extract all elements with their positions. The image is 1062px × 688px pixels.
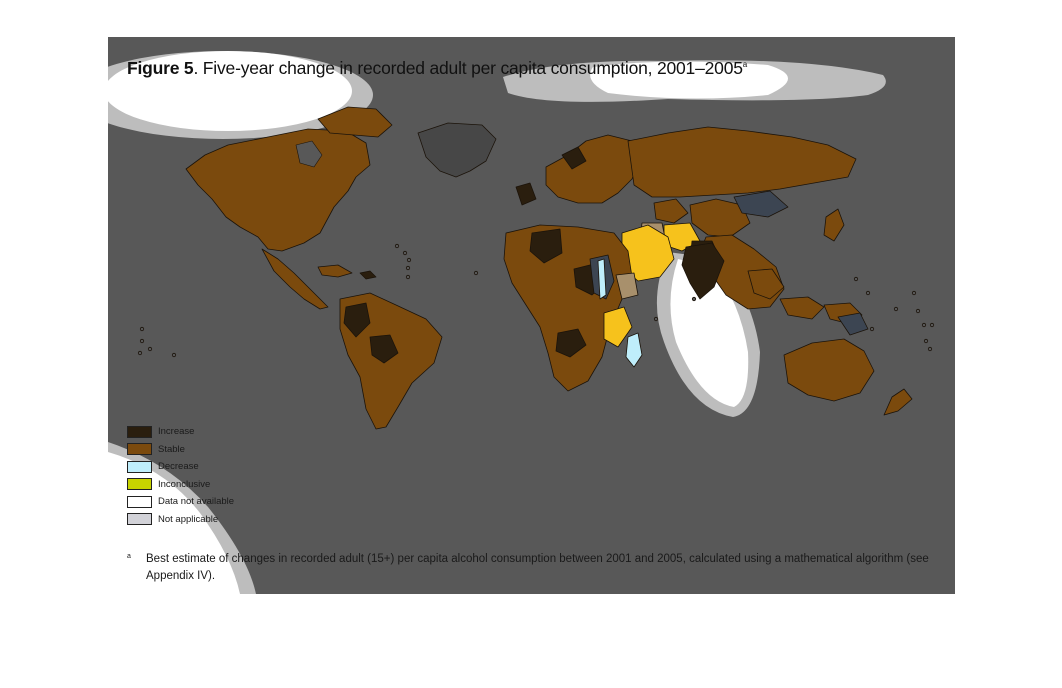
legend-label-decrease: Decrease [158, 461, 199, 473]
figure-panel: Figure 5. Five-year change in recorded a… [108, 37, 955, 594]
country-africa [503, 224, 633, 392]
legend-swatch-not-applicable [127, 513, 152, 526]
world-map [108, 51, 935, 594]
legend-item-decrease: Decrease [127, 458, 234, 476]
greenland [417, 122, 497, 178]
country-australia [783, 338, 875, 402]
legend-item-inconclusive: Inconclusive [127, 476, 234, 494]
legend-label-data-not-available: Data not available [158, 496, 235, 508]
figure-title: Figure 5. Five-year change in recorded a… [127, 58, 747, 79]
legend-item-data-not-available: Data not available [127, 493, 234, 511]
legend-label-not-applicable: Not applicable [158, 513, 219, 525]
legend-item-increase: Increase [127, 423, 234, 441]
footnote-text: Best estimate of changes in recorded adu… [146, 553, 929, 582]
figure-footnote: a Best estimate of changes in recorded a… [127, 551, 942, 585]
small-islands [137, 243, 935, 358]
country-europe [545, 134, 641, 204]
legend-swatch-inconclusive [127, 478, 152, 491]
map-glare-overlay [108, 51, 886, 594]
legend-item-stable: Stable [127, 441, 234, 459]
country-russia [627, 126, 857, 198]
legend-swatch-stable [127, 443, 152, 456]
figure-label: Figure 5 [127, 58, 194, 78]
map-legend: Increase Stable Decrease Inconclusive Da… [127, 423, 234, 528]
country-north-america [185, 128, 371, 252]
legend-swatch-decrease [127, 460, 152, 473]
legend-swatch-data-not-available [127, 495, 152, 508]
legend-item-not-applicable: Not applicable [127, 511, 234, 529]
title-footnote-marker: a [742, 60, 748, 70]
legend-label-inconclusive: Inconclusive [158, 478, 211, 490]
country-india [681, 242, 725, 300]
footnote-marker: a [127, 553, 131, 560]
figure-title-text: . Five-year change in recorded adult per… [193, 58, 743, 78]
legend-label-stable: Stable [158, 443, 185, 455]
legend-label-increase: Increase [158, 426, 195, 438]
legend-swatch-increase [127, 425, 152, 438]
